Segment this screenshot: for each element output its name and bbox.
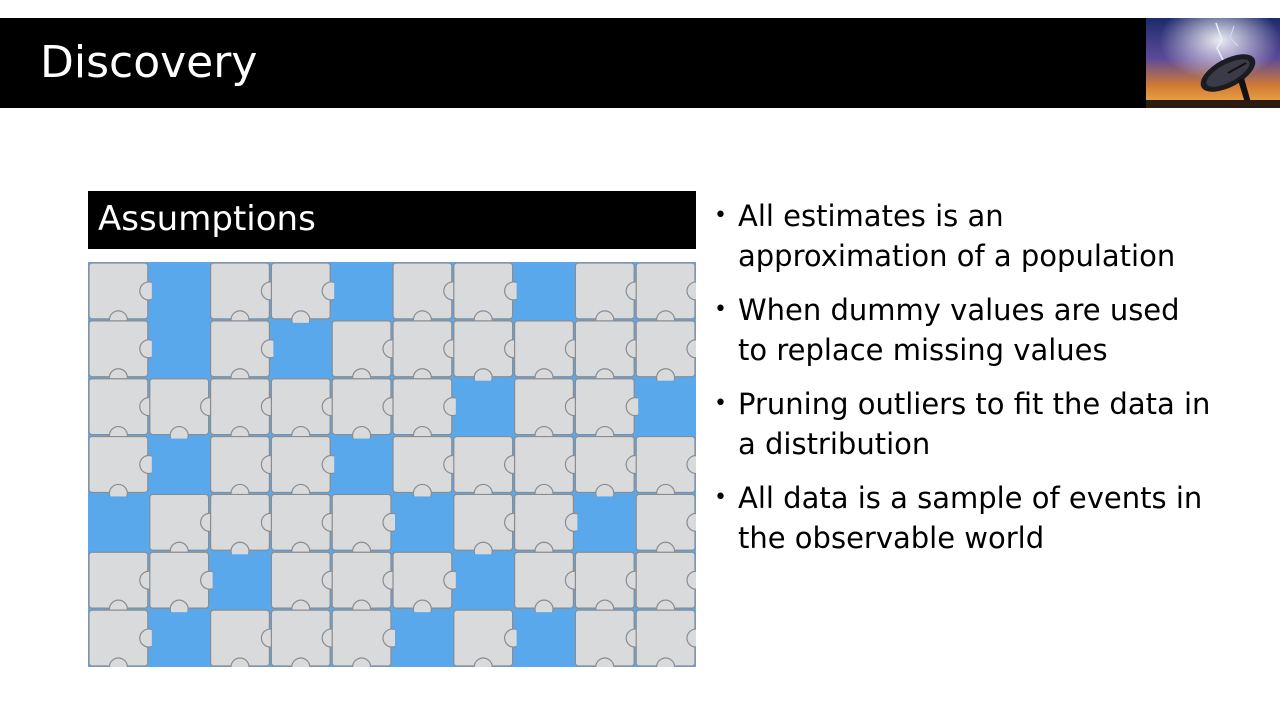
- missing-puzzle-slot: [151, 265, 207, 317]
- puzzle-piece: [574, 378, 645, 446]
- title-bar: Discovery: [0, 18, 1280, 108]
- puzzle-piece: [392, 551, 463, 619]
- missing-puzzle-slot: [212, 554, 268, 607]
- puzzle-piece: [574, 609, 645, 667]
- bullet-list: • All estimates is an approximation of a …: [712, 196, 1212, 572]
- puzzle-piece: [331, 609, 402, 667]
- puzzle-piece: [88, 609, 159, 667]
- puzzle-piece: [635, 493, 696, 561]
- bullet-dot: •: [714, 485, 727, 510]
- bullet-item: • All data is a sample of events in the o…: [712, 478, 1212, 558]
- puzzle-piece: [574, 320, 645, 388]
- puzzle-piece: [270, 435, 341, 504]
- jigsaw-puzzle-image: [88, 262, 696, 667]
- puzzle-piece: [88, 435, 159, 504]
- puzzle-piece: [392, 320, 463, 388]
- puzzle-piece: [331, 493, 402, 561]
- puzzle-piece: [270, 493, 341, 561]
- puzzle-piece: [149, 493, 220, 561]
- puzzle-piece: [270, 262, 341, 330]
- puzzle-piece: [88, 378, 159, 446]
- puzzle-piece: [209, 262, 280, 330]
- missing-puzzle-slot: [334, 265, 389, 317]
- puzzle-piece: [635, 609, 696, 667]
- puzzle-piece: [635, 320, 696, 388]
- puzzle-piece: [635, 435, 696, 504]
- puzzle-piece: [635, 262, 696, 330]
- puzzle-piece: [514, 551, 584, 619]
- puzzle-piece: [209, 320, 280, 388]
- bullet-item: • When dummy values are used to replace m…: [712, 290, 1212, 370]
- missing-puzzle-slot: [516, 612, 572, 664]
- bullet-text: When dummy values are used to replace mi…: [738, 293, 1180, 367]
- bullet-text: All data is a sample of events in the ob…: [738, 481, 1203, 555]
- missing-puzzle-slot: [395, 612, 450, 664]
- section-header-label: Assumptions: [98, 199, 316, 239]
- puzzle-piece: [270, 609, 341, 667]
- puzzle-piece: [392, 435, 463, 504]
- puzzle-piece: [514, 378, 584, 446]
- puzzle-piece: [574, 262, 645, 330]
- missing-puzzle-slot: [638, 380, 693, 433]
- puzzle-piece: [574, 435, 645, 504]
- puzzle-piece: [209, 435, 280, 504]
- bullet-item: • Pruning outliers to fit the data in a d…: [712, 384, 1212, 464]
- puzzle-piece: [453, 435, 524, 504]
- puzzle-piece: [392, 262, 463, 330]
- missing-puzzle-slot: [151, 612, 207, 664]
- missing-puzzle-slot: [516, 265, 572, 317]
- missing-puzzle-slot: [151, 322, 207, 375]
- missing-puzzle-slot: [455, 554, 511, 607]
- puzzle-piece: [88, 262, 159, 330]
- puzzle-piece: [209, 493, 280, 561]
- bullet-dot: •: [714, 203, 727, 228]
- radio-telescope-icon: [1146, 18, 1280, 108]
- puzzle-piece: [149, 378, 220, 446]
- puzzle-piece: [331, 551, 402, 619]
- bullet-text: All estimates is an approximation of a p…: [738, 199, 1176, 273]
- missing-puzzle-slot: [577, 496, 633, 549]
- section-header: Assumptions: [88, 191, 696, 249]
- puzzle-piece: [635, 551, 696, 619]
- missing-puzzle-slot: [91, 496, 146, 549]
- puzzle-piece: [149, 551, 220, 619]
- missing-puzzle-slot: [334, 438, 389, 491]
- slide-title: Discovery: [40, 37, 258, 88]
- bullet-dot: •: [714, 297, 727, 322]
- jigsaw-puzzle-icon: [88, 262, 696, 667]
- puzzle-piece: [574, 551, 645, 619]
- missing-puzzle-slot: [455, 380, 511, 433]
- bullet-item: • All estimates is an approximation of a …: [712, 196, 1212, 276]
- puzzle-piece: [514, 493, 584, 561]
- puzzle-piece: [453, 609, 524, 667]
- missing-puzzle-slot: [395, 496, 450, 549]
- puzzle-piece: [209, 609, 280, 667]
- radio-telescope-image: [1146, 18, 1280, 108]
- puzzle-piece: [453, 320, 524, 388]
- bullet-dot: •: [714, 391, 727, 416]
- puzzle-piece: [331, 320, 402, 388]
- puzzle-piece: [514, 320, 584, 388]
- puzzle-piece: [453, 493, 524, 561]
- puzzle-piece: [270, 378, 341, 446]
- puzzle-piece: [270, 551, 341, 619]
- bullet-text: Pruning outliers to fit the data in a di…: [738, 387, 1211, 461]
- missing-puzzle-slot: [273, 322, 329, 375]
- puzzle-piece: [514, 435, 584, 504]
- puzzle-piece: [209, 378, 280, 446]
- puzzle-piece: [331, 378, 402, 446]
- puzzle-piece: [392, 378, 463, 446]
- puzzle-piece: [88, 551, 159, 619]
- puzzle-piece: [453, 262, 524, 330]
- missing-puzzle-slot: [151, 438, 207, 491]
- puzzle-piece: [88, 320, 159, 388]
